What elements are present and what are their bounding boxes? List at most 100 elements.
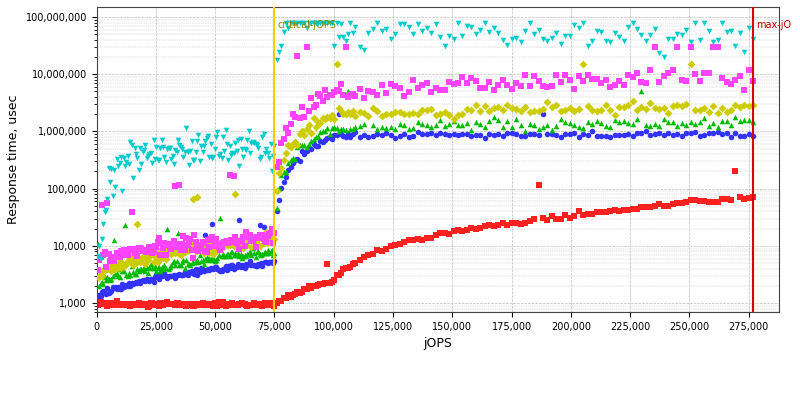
90-th percentile	[234, 251, 247, 258]
90-th percentile	[244, 248, 257, 255]
max	[330, 19, 343, 26]
99-th percentile	[626, 74, 639, 80]
99-th percentile	[447, 81, 460, 87]
min	[492, 222, 505, 228]
max	[385, 36, 398, 42]
95-th percentile	[518, 104, 531, 110]
95-th percentile	[734, 104, 746, 111]
median	[161, 275, 174, 282]
max	[221, 141, 234, 147]
95-th percentile	[116, 260, 129, 266]
min	[219, 302, 232, 309]
99-th percentile	[310, 102, 322, 108]
max	[99, 207, 112, 213]
99-th percentile	[289, 114, 302, 120]
90-th percentile	[207, 255, 220, 262]
max	[590, 28, 603, 34]
max	[334, 21, 347, 28]
X-axis label: jOPS: jOPS	[423, 337, 453, 350]
90-th percentile	[210, 256, 222, 263]
max	[242, 128, 255, 134]
99-th percentile	[438, 87, 451, 94]
90-th percentile	[124, 272, 137, 278]
95-th percentile	[349, 112, 362, 119]
90-th percentile	[474, 120, 486, 127]
max	[161, 146, 174, 152]
99-th percentile	[118, 246, 130, 253]
99-th percentile	[190, 242, 203, 248]
95-th percentile	[240, 241, 253, 248]
99-th percentile	[240, 228, 253, 235]
90-th percentile	[337, 126, 350, 132]
max	[518, 28, 531, 35]
99-th percentile	[231, 239, 244, 245]
min	[207, 303, 220, 309]
99-th percentile	[223, 172, 236, 178]
max	[222, 157, 234, 164]
max	[132, 167, 145, 174]
min	[425, 234, 438, 241]
min	[118, 302, 131, 308]
min	[595, 209, 608, 215]
95-th percentile	[147, 258, 160, 265]
median	[353, 134, 366, 140]
min	[260, 302, 273, 308]
90-th percentile	[105, 276, 118, 282]
min	[747, 194, 760, 200]
90-th percentile	[742, 117, 755, 124]
99-th percentile	[186, 247, 198, 254]
99-th percentile	[241, 233, 254, 240]
90-th percentile	[278, 168, 290, 175]
95-th percentile	[153, 248, 166, 254]
min	[262, 302, 275, 309]
median	[394, 133, 406, 139]
median	[105, 287, 118, 294]
95-th percentile	[128, 256, 141, 263]
90-th percentile	[138, 264, 150, 270]
min	[314, 281, 327, 288]
min	[653, 201, 666, 207]
min	[346, 261, 359, 268]
90-th percentile	[346, 126, 359, 132]
max	[240, 147, 253, 154]
min	[142, 304, 154, 310]
95-th percentile	[496, 107, 509, 114]
median	[207, 266, 220, 272]
90-th percentile	[330, 125, 343, 132]
99-th percentile	[194, 243, 206, 249]
90-th percentile	[143, 264, 156, 270]
90-th percentile	[126, 269, 139, 275]
90-th percentile	[671, 122, 684, 129]
min	[366, 251, 379, 257]
median	[694, 133, 706, 140]
99-th percentile	[563, 77, 576, 84]
99-th percentile	[196, 238, 209, 245]
99-th percentile	[188, 232, 201, 238]
95-th percentile	[747, 102, 760, 108]
95-th percentile	[554, 108, 567, 114]
min	[294, 290, 306, 296]
95-th percentile	[112, 265, 125, 271]
95-th percentile	[166, 246, 179, 252]
min	[206, 301, 218, 307]
min	[278, 295, 290, 302]
min	[461, 227, 474, 233]
min	[573, 208, 586, 215]
90-th percentile	[698, 115, 710, 121]
median	[725, 134, 738, 140]
99-th percentile	[114, 248, 127, 254]
max	[644, 32, 657, 38]
95-th percentile	[671, 102, 684, 108]
max	[131, 155, 144, 161]
min	[177, 302, 190, 308]
99-th percentile	[416, 82, 429, 88]
max	[487, 25, 500, 32]
median	[546, 131, 558, 138]
99-th percentile	[146, 249, 158, 256]
max	[353, 44, 366, 50]
99-th percentile	[559, 72, 572, 78]
90-th percentile	[353, 123, 366, 130]
95-th percentile	[95, 273, 108, 279]
median	[465, 133, 478, 140]
95-th percentile	[159, 256, 172, 262]
